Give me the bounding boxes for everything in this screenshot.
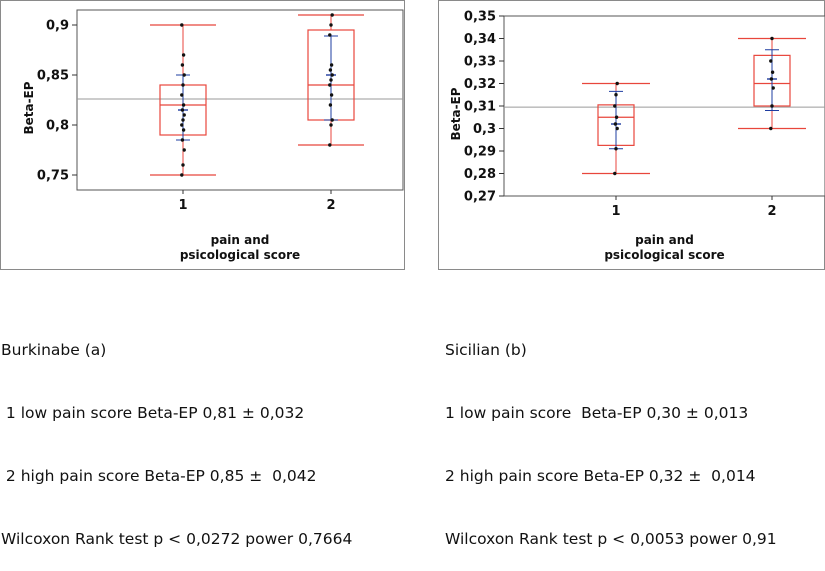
caption-line-test: Wilcoxon Rank test p < 0,0053 power 0,91 [445,530,777,548]
y-axis-title: Beta-EP [449,87,463,140]
chart-panel-a: 0,75 0,8 0,85 0,9 Beta-EP 1 2 pain and psicologi… [0,0,405,270]
y-tick-label: 0,8 [46,119,69,134]
data-point [614,147,618,151]
data-point [181,118,185,122]
data-point [181,83,185,87]
caption-title: Sicilian (b) [445,341,527,359]
caption-line-high: 2 high pain score Beta-EP 0,85 ± 0,042 [1,467,317,485]
data-point [329,93,334,97]
data-point [613,171,617,176]
data-point [181,53,186,57]
caption-burkinabe: Burkinabe (a) 1 low pain score Beta-EP 0… [1,298,352,571]
caption-line-low: 1 low pain score Beta-EP 0,81 ± 0,032 [1,404,305,422]
data-point [615,81,619,86]
data-point [330,118,334,122]
y-tick-label: 0,75 [37,169,69,184]
data-point [770,104,774,108]
data-point [771,86,775,90]
chart-panel-b: 0,27 0,28 0,29 0,3 0,31 0,32 0,33 0,34 0,35 Beta-… [438,0,825,270]
data-point [180,23,184,27]
data-point [180,138,185,142]
data-point [182,113,186,117]
x-axis-title-line-1: pain and [211,233,270,247]
data-point [615,126,619,131]
y-tick-label: 0,34 [464,32,496,47]
data-point [181,163,185,167]
y-tick-label: 0,33 [464,55,496,70]
data-point [614,93,618,97]
data-point [180,108,185,112]
data-point [328,143,332,147]
y-tick-label: 0,32 [464,77,496,92]
data-point [180,123,184,127]
boxplot-chart-sicilian: 0,27 0,28 0,29 0,3 0,31 0,32 0,33 0,34 0,35 Beta-… [438,0,825,270]
data-point [330,13,334,17]
x-axis-title-line-1: pain and [635,233,694,247]
data-point [328,33,332,37]
y-tick-label: 0,29 [464,145,496,160]
boxplot-chart-burkinabe: 0,75 0,8 0,85 0,9 Beta-EP 1 2 pain andpsicologi… [0,0,405,270]
data-point [769,77,774,81]
y-tick-label: 0,27 [464,190,496,205]
data-point [329,123,333,127]
x-axis-title-line-2: psicological score [180,248,300,262]
caption-line-high: 2 high pain score Beta-EP 0,32 ± 0,014 [445,467,756,485]
y-tick-label: 0,3 [473,122,496,137]
x-axis-title-line-2: psicological score [604,248,724,262]
plot-area [76,9,404,191]
x-tick-label: 1 [611,204,620,219]
data-point [329,78,333,82]
data-point [180,93,184,97]
data-point [181,128,186,132]
y-tick-label: 0,85 [37,69,69,84]
data-point [329,23,333,27]
caption-sicilian: Sicilian (b) 1 low pain score Beta-EP 0,… [445,298,777,571]
caption-line-test: Wilcoxon Rank test p < 0,0272 power 0,76… [1,530,353,548]
caption-line-low: 1 low pain score Beta-EP 0,30 ± 0,013 [445,404,749,422]
x-tick-label: 2 [326,198,335,213]
data-point [181,103,186,107]
data-point [182,73,186,77]
data-point [180,63,185,67]
x-tick-label: 2 [767,204,776,219]
y-axis-title: Beta-EP [22,81,36,134]
y-tick-label: 0,9 [46,19,69,34]
x-tick-label: 1 [178,198,187,213]
data-point [182,148,186,152]
data-point [328,83,332,87]
data-point [769,59,773,63]
data-point [614,115,619,119]
data-point [769,126,773,131]
data-point [330,73,334,77]
data-point [328,103,333,107]
data-point [180,173,184,177]
data-point [770,70,775,74]
data-point [770,36,774,41]
caption-title: Burkinabe (a) [1,341,107,359]
y-tick-label: 0,31 [464,100,496,115]
data-point [613,122,618,126]
y-tick-label: 0,28 [464,167,496,182]
data-point [329,63,334,67]
data-point [613,104,617,108]
data-point [328,68,333,72]
y-tick-label: 0,35 [464,10,496,25]
